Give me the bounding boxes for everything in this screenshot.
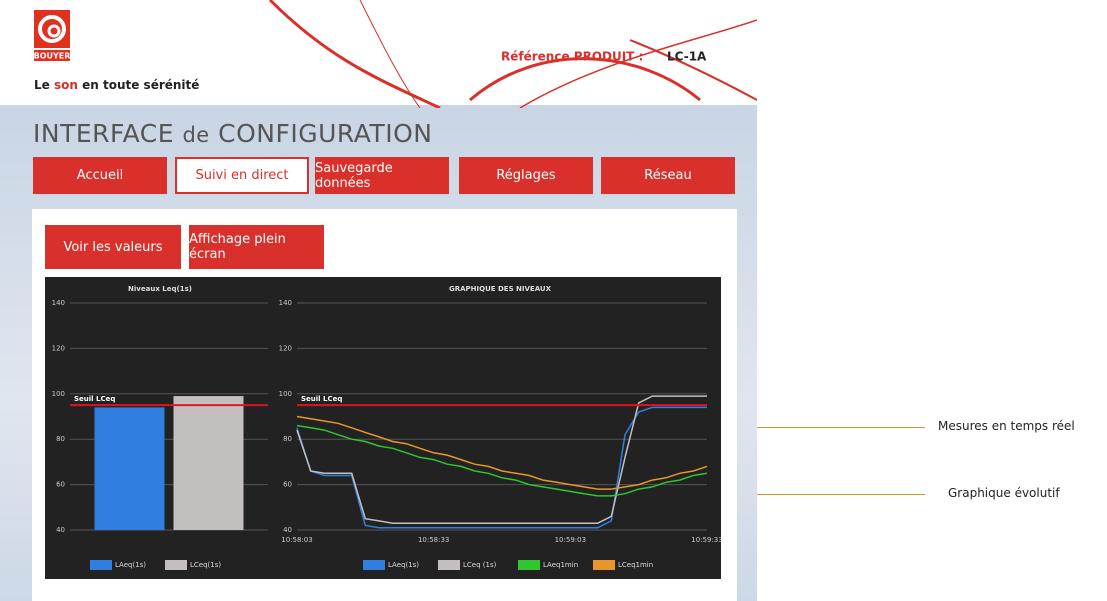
- annotation: Mesures en temps réel: [938, 419, 1075, 433]
- reference-label: Référence PRODUIT :: [501, 50, 643, 64]
- legend-swatch: [165, 560, 187, 570]
- page: BOUYER Référence PRODUIT : LC-1A Le son …: [0, 0, 1107, 601]
- legend-label: LAeq1min: [543, 561, 578, 569]
- y-tick-label: 60: [56, 481, 65, 489]
- charts: Niveaux Leq(1s) 40 60 80 100 120 140 Seuil LCeq…: [45, 277, 721, 579]
- y-tick-label: 80: [283, 435, 292, 443]
- action-button[interactable]: Affichage plein écran: [189, 225, 324, 269]
- y-tick-label: 40: [56, 526, 65, 534]
- bar: [174, 396, 244, 530]
- legend-label: LCeq1min: [618, 561, 653, 569]
- legend-swatch: [90, 560, 112, 570]
- series-line: [297, 396, 707, 523]
- tagline: Le son en toute sérénité: [34, 78, 199, 92]
- legend-swatch: [438, 560, 460, 570]
- nav-button[interactable]: Réglages: [459, 157, 593, 194]
- reference-value: LC-1A: [667, 50, 707, 64]
- annotation-line: [757, 494, 925, 495]
- threshold-label: Seuil LCeq: [301, 395, 342, 403]
- legend-label: LAeq(1s): [115, 561, 146, 569]
- tagline-end: en toute sérénité: [82, 78, 199, 92]
- y-tick-label: 60: [283, 481, 292, 489]
- bar: [95, 407, 165, 530]
- title-mid: de: [182, 123, 209, 147]
- nav-button[interactable]: Suivi en direct: [175, 157, 309, 194]
- y-tick-label: 40: [283, 526, 292, 534]
- x-tick-label: 10:58:03: [281, 536, 312, 544]
- title-start: INTERFACE: [33, 119, 174, 148]
- decor: [270, 0, 440, 108]
- nav-button[interactable]: Sauvegarde données: [315, 157, 449, 194]
- y-tick-label: 140: [279, 299, 292, 307]
- decor: [360, 0, 420, 108]
- legend-label: LCeq (1s): [463, 561, 497, 569]
- y-tick-label: 120: [279, 344, 292, 352]
- tagline-highlight: son: [54, 78, 78, 92]
- nav-button[interactable]: Accueil: [33, 157, 167, 194]
- threshold-label: Seuil LCeq: [74, 395, 115, 403]
- annotation-line: [757, 427, 925, 428]
- brand: BOUYER: [34, 52, 71, 61]
- chart-title: GRAPHIQUE DES NIVEAUX: [449, 285, 552, 293]
- x-tick-label: 10:58:33: [418, 536, 449, 544]
- legend-swatch: [518, 560, 540, 570]
- x-tick-label: 10:59:03: [555, 536, 586, 544]
- page-title: INTERFACE de CONFIGURATION: [33, 119, 432, 148]
- legend-swatch: [363, 560, 385, 570]
- series-line: [297, 407, 707, 527]
- tagline-start: Le: [34, 78, 50, 92]
- legend-label: LAeq(1s): [388, 561, 419, 569]
- y-tick-label: 120: [52, 344, 65, 352]
- y-tick-label: 100: [52, 390, 65, 398]
- legend-label: LCeq(1s): [190, 561, 221, 569]
- annotation: Graphique évolutif: [948, 486, 1060, 500]
- y-tick-label: 140: [52, 299, 65, 307]
- decor: [470, 59, 700, 100]
- chart-title: Niveaux Leq(1s): [128, 285, 192, 293]
- legend-swatch: [593, 560, 615, 570]
- x-tick-label: 10:59:33: [691, 536, 721, 544]
- decor: [520, 20, 757, 108]
- y-tick-label: 100: [279, 390, 292, 398]
- title-end: CONFIGURATION: [218, 119, 432, 148]
- action-button[interactable]: Voir les valeurs: [45, 225, 181, 269]
- series-line: [297, 426, 707, 496]
- y-tick-label: 80: [56, 435, 65, 443]
- nav-button[interactable]: Réseau: [601, 157, 735, 194]
